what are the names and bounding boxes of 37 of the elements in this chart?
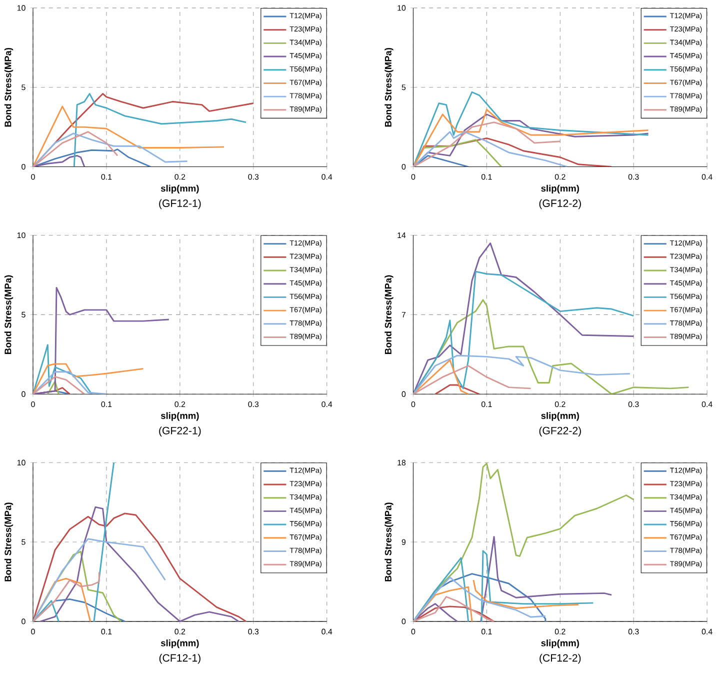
x-axis-title: slip(mm) <box>160 412 199 421</box>
line-series <box>413 242 634 394</box>
line-series <box>33 578 92 622</box>
text: (CF12-2) <box>540 654 581 664</box>
line-series <box>413 131 568 167</box>
text: (CF12-1) <box>159 654 200 664</box>
line-series <box>33 148 152 167</box>
x-axis-title: slip(mm) <box>541 412 579 421</box>
x-axis-title: slip(mm) <box>160 639 199 648</box>
line-series <box>33 538 166 622</box>
line-series <box>33 154 86 167</box>
line-series <box>33 363 144 394</box>
line-series <box>413 364 532 394</box>
line-series <box>33 571 100 622</box>
line-series <box>33 106 225 167</box>
y-axis-title: Bond Stress(MPa) <box>4 275 14 354</box>
line-series <box>33 131 118 167</box>
line-series <box>413 91 650 167</box>
x-axis-title: slip(mm) <box>160 184 199 194</box>
x-axis-title: slip(mm) <box>541 639 579 648</box>
y-axis-title: Bond Stress(MPa) <box>384 48 394 127</box>
line-series <box>73 92 247 167</box>
text: (GF12-1) <box>159 199 201 210</box>
line-series <box>413 122 561 167</box>
line-series <box>33 286 170 394</box>
line-series <box>33 132 188 167</box>
y-axis-title: Bond Stress(MPa) <box>4 502 14 582</box>
line-series <box>413 354 631 394</box>
line-series <box>413 270 634 394</box>
y-axis-title: Bond Stress(MPa) <box>384 502 394 582</box>
text: (GF22-1) <box>159 426 201 436</box>
y-axis-title: Bond Stress(MPa) <box>384 275 394 354</box>
line-series <box>33 344 93 394</box>
y-axis-title: Bond Stress(MPa) <box>4 48 14 127</box>
text: (GF22-2) <box>539 426 581 436</box>
text: (GF12-2) <box>539 199 581 210</box>
x-axis-title: slip(mm) <box>541 184 579 194</box>
